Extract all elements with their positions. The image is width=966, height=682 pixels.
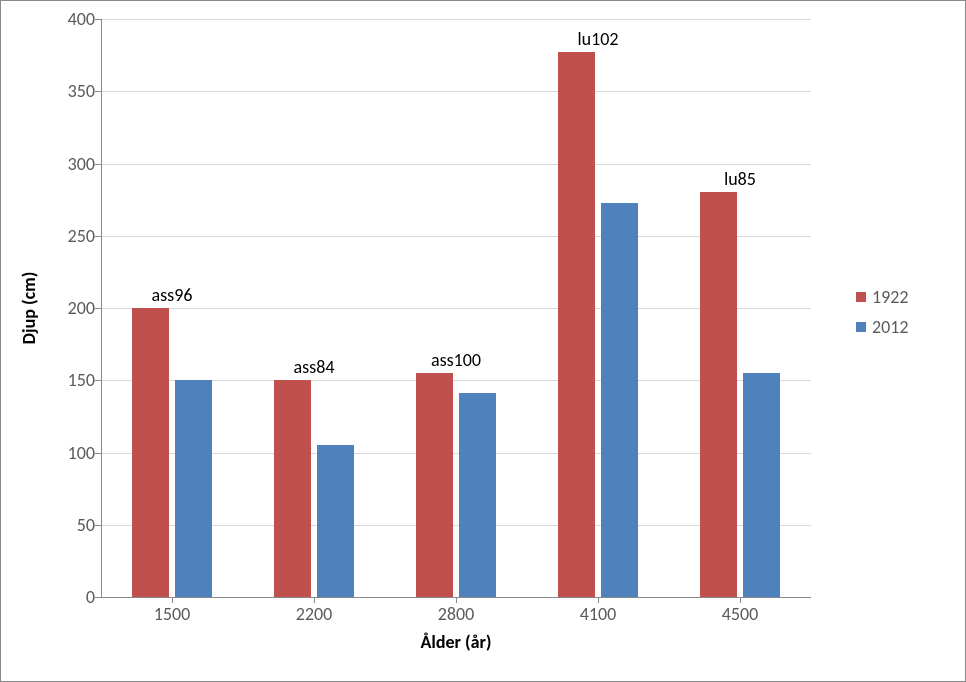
legend-swatch [856,292,866,302]
gridline [101,91,811,92]
y-axis-title: Djup (cm) [18,272,40,345]
legend-item: 1922 [856,286,909,308]
y-tick-label: 150 [68,369,101,391]
y-axis-line [101,19,102,597]
bar [274,380,311,597]
gridline [101,164,811,165]
y-tick-label: 300 [68,153,101,175]
bar [459,393,496,597]
y-tick-label: 0 [86,586,101,608]
x-tick-label: 4100 [580,597,617,625]
x-tick-label: 4500 [722,597,759,625]
bar [416,373,453,597]
bar-group-label: ass96 [152,284,193,306]
bar [743,373,780,597]
bar-group-label: ass84 [294,356,335,378]
bar [132,308,169,597]
bar [175,380,212,597]
x-tick-label: 2800 [438,597,475,625]
bar [601,203,638,597]
plot-area: 0501001502002503003504001500ass962200ass… [101,19,811,597]
x-axis-title: Ålder (år) [420,631,491,653]
y-tick-label: 50 [77,514,101,536]
chart-container: 0 50 100 150 200 250 300 350 400 1500 ass96 2200 ass… [0,0,966,682]
bar-group-label: ass100 [431,349,481,371]
y-tick-label: 250 [68,225,101,247]
y-tick-label: 100 [68,442,101,464]
gridline [101,19,811,20]
bar [558,52,595,597]
bar-group-label: lu85 [724,168,756,190]
legend-item: 2012 [856,316,909,338]
legend-swatch [856,322,866,332]
y-tick-label: 400 [68,8,101,30]
y-tick-label: 200 [68,297,101,319]
bar-group-label: lu102 [578,28,619,50]
legend-label: 2012 [872,316,909,338]
legend-label: 1922 [872,286,909,308]
x-tick-label: 2200 [296,597,333,625]
bar [700,192,737,597]
y-tick-label: 350 [68,80,101,102]
legend: 1922 2012 [856,286,909,346]
x-tick-label: 1500 [154,597,191,625]
bar [317,445,354,597]
